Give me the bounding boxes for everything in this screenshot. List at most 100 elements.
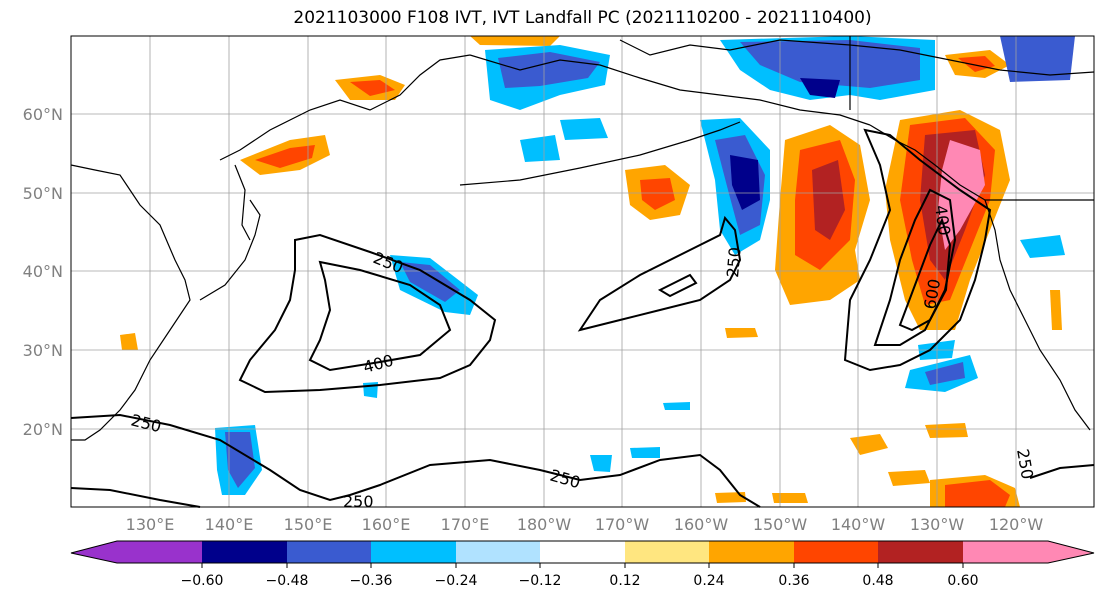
- lon-tick-label: 150°W: [753, 515, 808, 534]
- moderate-negative-east-subtropic-2: [925, 362, 965, 385]
- contour-400-east-pacific: [873, 188, 957, 346]
- colorbar-extend-low: [71, 541, 117, 563]
- contour-label: 250: [723, 246, 745, 278]
- aleutians: [459, 121, 741, 186]
- moderate-negative-bering: [498, 52, 600, 88]
- coastlines: [70, 36, 1095, 441]
- colorbar-tick-label: −0.36: [350, 573, 393, 589]
- lon-tick-label: 130°E: [126, 515, 175, 534]
- colorbar-tick-label: −0.60: [181, 573, 224, 589]
- contour-250-southwest: [70, 487, 201, 508]
- strong-anomaly-kamchatka: [350, 80, 395, 96]
- negative-anomaly-small-1: [590, 455, 612, 472]
- contour-label: 400: [931, 204, 954, 237]
- lon-tick-label: 180°W: [517, 515, 572, 534]
- strong-anomaly-okhotsk: [255, 145, 315, 168]
- map-title: 2021103000 F108 IVT, IVT Landfall PC (20…: [293, 8, 872, 28]
- lon-tick-label: 170°W: [595, 515, 650, 534]
- sakhalin-coast: [234, 164, 251, 241]
- map-frame: [70, 35, 1095, 508]
- colorbar-segment: [371, 541, 456, 563]
- colorbar-segment: [709, 541, 794, 563]
- colorbar-segment: [117, 541, 202, 563]
- lon-tick-label: 170°E: [441, 515, 490, 534]
- lon-tick-label: 160°W: [674, 515, 729, 534]
- colorbar-tick-label: −0.48: [266, 573, 309, 589]
- colorbar: −0.60 −0.48 −0.36 −0.24 −0.12 0.12 0.24 …: [70, 540, 1095, 589]
- lat-tick-label: 60°N: [23, 105, 63, 124]
- north-america-west-coast: [869, 124, 1091, 431]
- contour-250-east-pacific: [843, 128, 992, 372]
- colorbar-segment: [287, 541, 371, 563]
- colorbar-tick-label: 0.60: [947, 573, 978, 589]
- lon-tick-label: 120°W: [989, 515, 1044, 534]
- max-anomaly-pacific-northwest: [938, 140, 985, 250]
- ivt-contours: [70, 128, 1095, 508]
- positive-anomaly-subtropics-2: [888, 470, 930, 486]
- colorbar-segment: [625, 541, 709, 563]
- positive-anomaly-subtropics-4: [715, 492, 746, 503]
- positive-anomaly-hawaii-east: [725, 328, 758, 338]
- moderate-negative-west-pacific: [225, 432, 255, 488]
- alaska-coast: [469, 54, 871, 126]
- moderate-negative-arctic: [740, 40, 920, 88]
- contour-250-central-pacific: [238, 233, 497, 394]
- colorbar-segment: [963, 541, 1048, 563]
- lat-tick-label: 50°N: [23, 184, 63, 203]
- strong-negative-arctic: [800, 78, 840, 98]
- kamchatka-coast: [219, 54, 471, 161]
- colorbar-tick-label: 0.48: [862, 573, 893, 589]
- positive-anomaly-subtropics-7: [120, 333, 138, 350]
- contour-250-aleutian: [577, 215, 742, 332]
- colorbar-tick-label: −0.24: [435, 573, 478, 589]
- colorbar-segment: [794, 541, 878, 563]
- colorbar-tick-label: 0.12: [609, 573, 640, 589]
- lat-tick-label: 30°N: [23, 341, 63, 360]
- positive-anomaly-subtropics-3: [925, 423, 968, 438]
- lon-tick-label: 140°W: [831, 515, 886, 534]
- negative-anomaly-aleutians: [520, 135, 560, 162]
- colorbar-tick-label: 0.24: [693, 573, 724, 589]
- negative-anomaly-small-3: [663, 402, 690, 410]
- colorbar-extend-high: [1048, 541, 1094, 563]
- japan-coast: [199, 199, 261, 301]
- contour-inner-aleutian: [657, 273, 698, 298]
- contour-250-west-pacific: [70, 413, 761, 508]
- colorbar-segment: [456, 541, 540, 563]
- contour-400-central-pacific: [308, 260, 452, 372]
- colorbar-tick-label: 0.36: [778, 573, 809, 589]
- moderate-negative-arctic-2: [1000, 36, 1075, 82]
- strong-negative-gulf-of-alaska: [730, 155, 760, 210]
- lon-tick-label: 130°W: [910, 515, 965, 534]
- ivt-pc-shading: [120, 36, 1075, 507]
- latitude-labels: 60°N 50°N 40°N 30°N 20°N: [23, 105, 63, 439]
- graticule: [71, 36, 1094, 507]
- colorbar-segment: [202, 541, 287, 563]
- contour-label: 250: [343, 492, 374, 511]
- lon-tick-label: 150°E: [284, 515, 333, 534]
- lon-tick-label: 140°E: [205, 515, 254, 534]
- negative-anomaly-aleutians-2: [560, 118, 608, 140]
- colorbar-segment: [540, 541, 625, 563]
- contour-600-east-pacific: [898, 217, 952, 332]
- positive-anomaly-arctic-top: [470, 36, 560, 46]
- colorbar-tick-label: −0.12: [519, 573, 562, 589]
- colorbar-segment: [878, 541, 963, 563]
- positive-anomaly-subtropics-5: [772, 493, 808, 503]
- longitude-labels: 130°E 140°E 150°E 160°E 170°E 180°W 170°…: [126, 515, 1044, 534]
- contour-250-southeast: [1029, 464, 1095, 479]
- asia-coast: [70, 164, 191, 441]
- lat-tick-label: 40°N: [23, 262, 63, 281]
- positive-anomaly-subtropics-1: [850, 434, 888, 455]
- strong-anomaly-east-pacific-south: [945, 480, 1010, 507]
- peak-anomaly-gulf-of-alaska: [812, 160, 845, 240]
- strong-anomaly-alaska-panhandle: [640, 178, 675, 210]
- negative-anomaly-west-coast: [1020, 235, 1065, 258]
- lat-tick-label: 20°N: [23, 420, 63, 439]
- positive-anomaly-subtropics-6: [1050, 290, 1062, 330]
- strong-anomaly-bering-north: [958, 56, 995, 72]
- negative-anomaly-small-2: [630, 447, 660, 458]
- lon-tick-label: 160°E: [362, 515, 411, 534]
- moderate-negative-central-pacific: [400, 262, 460, 302]
